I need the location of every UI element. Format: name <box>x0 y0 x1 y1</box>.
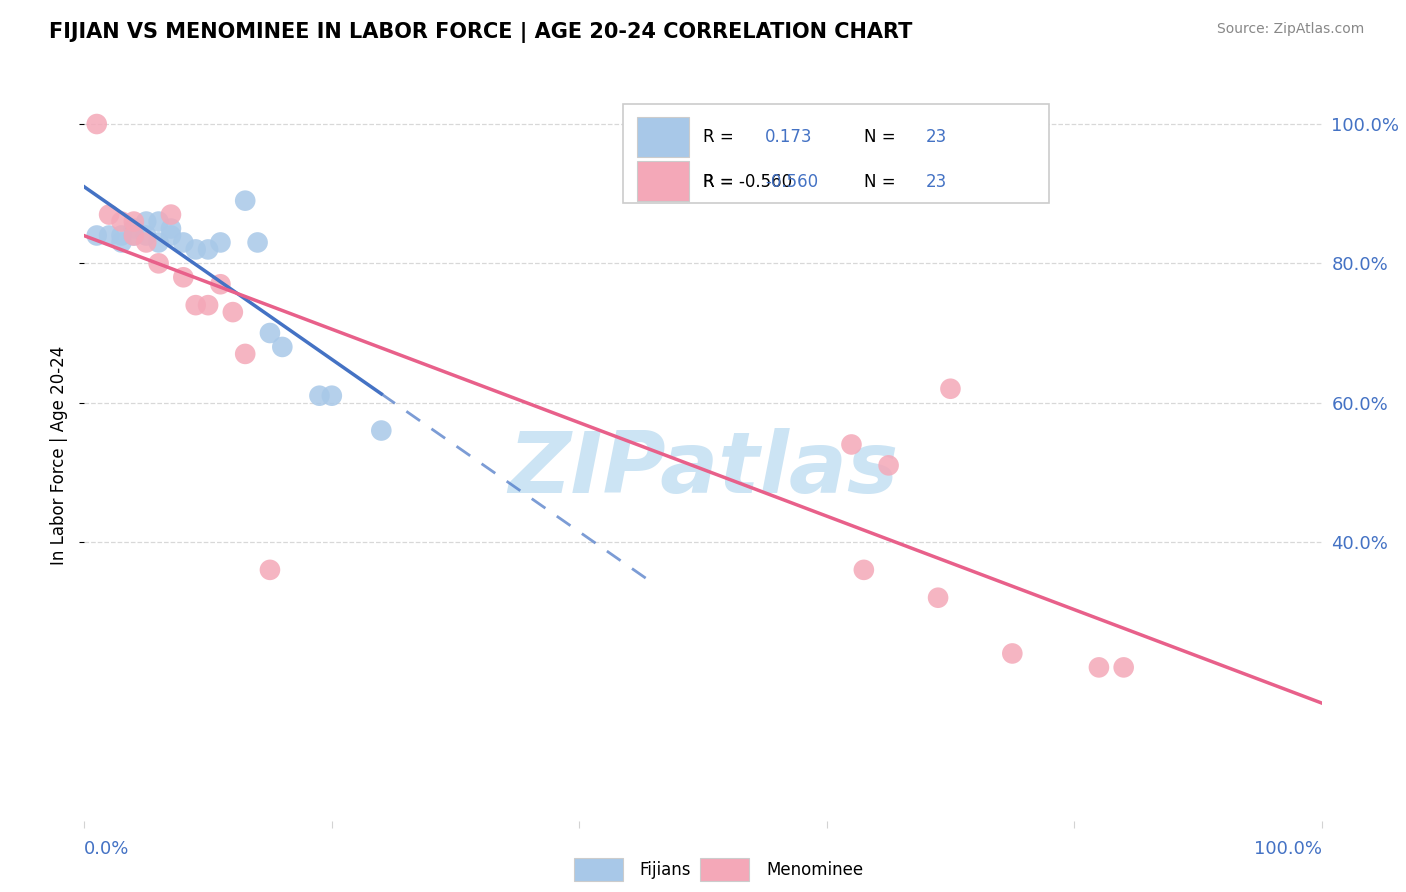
Text: Fijians: Fijians <box>640 861 692 879</box>
FancyBboxPatch shape <box>623 103 1049 202</box>
Text: 23: 23 <box>925 173 948 191</box>
Text: R = -0.560: R = -0.560 <box>703 173 792 191</box>
Point <box>122 221 145 235</box>
Point <box>233 194 256 208</box>
Point <box>135 214 157 228</box>
Text: Menominee: Menominee <box>766 861 863 879</box>
Point <box>841 437 863 451</box>
Point <box>135 228 157 243</box>
Text: R =: R = <box>703 128 734 146</box>
Text: 0.0%: 0.0% <box>84 840 129 858</box>
Point <box>122 228 145 243</box>
Text: -0.560: -0.560 <box>765 173 818 191</box>
Point <box>233 347 256 361</box>
Point <box>927 591 949 605</box>
Point <box>110 214 132 228</box>
Text: N =: N = <box>863 173 896 191</box>
Point <box>271 340 294 354</box>
Point <box>852 563 875 577</box>
Point <box>1112 660 1135 674</box>
Point <box>209 277 232 292</box>
Text: FIJIAN VS MENOMINEE IN LABOR FORCE | AGE 20-24 CORRELATION CHART: FIJIAN VS MENOMINEE IN LABOR FORCE | AGE… <box>49 22 912 44</box>
Point <box>86 228 108 243</box>
Point <box>259 326 281 340</box>
Point <box>160 228 183 243</box>
Text: N =: N = <box>863 128 896 146</box>
Y-axis label: In Labor Force | Age 20-24: In Labor Force | Age 20-24 <box>51 345 69 565</box>
Point <box>370 424 392 438</box>
Point <box>98 228 121 243</box>
Point <box>110 235 132 250</box>
Point <box>135 235 157 250</box>
Text: Source: ZipAtlas.com: Source: ZipAtlas.com <box>1216 22 1364 37</box>
Point <box>1088 660 1111 674</box>
Text: 23: 23 <box>925 128 948 146</box>
Point <box>209 235 232 250</box>
Point <box>222 305 245 319</box>
Point <box>86 117 108 131</box>
Point <box>148 235 170 250</box>
FancyBboxPatch shape <box>637 117 689 157</box>
Text: 100.0%: 100.0% <box>1254 840 1322 858</box>
Point <box>98 208 121 222</box>
Point <box>1001 647 1024 661</box>
Point <box>160 208 183 222</box>
Point <box>877 458 900 473</box>
Point <box>939 382 962 396</box>
Point <box>172 270 194 285</box>
Point <box>172 235 194 250</box>
Point <box>246 235 269 250</box>
Text: ZIPatlas: ZIPatlas <box>508 428 898 511</box>
FancyBboxPatch shape <box>637 161 689 202</box>
Point <box>160 221 183 235</box>
Point <box>321 389 343 403</box>
Point <box>197 243 219 257</box>
Text: 0.173: 0.173 <box>765 128 813 146</box>
Point <box>184 243 207 257</box>
Point <box>308 389 330 403</box>
Point <box>197 298 219 312</box>
Point <box>110 228 132 243</box>
Point <box>122 214 145 228</box>
Point <box>184 298 207 312</box>
Point <box>148 256 170 270</box>
Point <box>259 563 281 577</box>
Text: R =: R = <box>703 173 734 191</box>
Point <box>148 214 170 228</box>
Point <box>122 228 145 243</box>
